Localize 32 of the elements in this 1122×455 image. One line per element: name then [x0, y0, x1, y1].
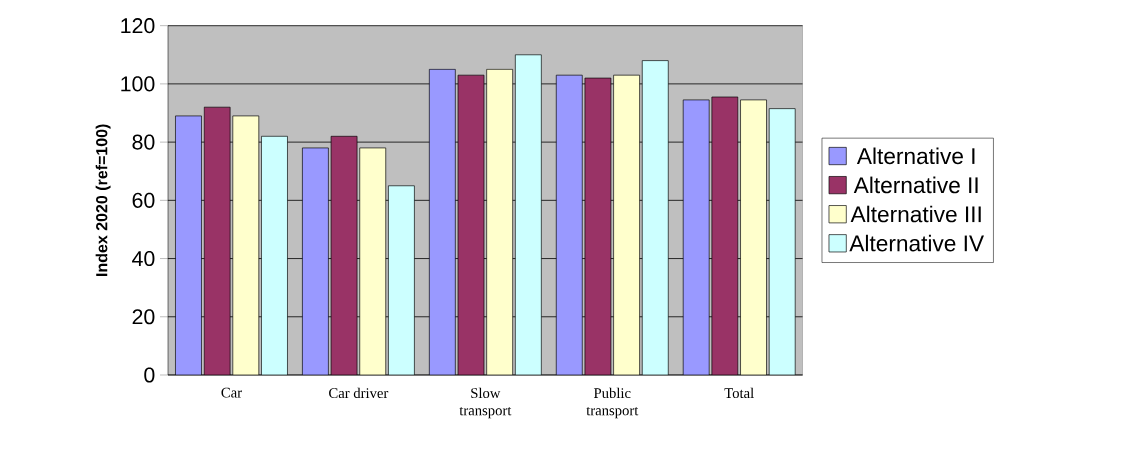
bar — [740, 99, 767, 375]
bar — [175, 115, 202, 375]
y-tick-label: 120 — [121, 18, 155, 34]
x-tick-label: Total — [724, 387, 754, 399]
legend-label: Alternative IV — [849, 234, 984, 252]
y-tick-label: 60 — [132, 192, 155, 208]
y-tick-label: 0 — [144, 367, 155, 383]
y-tick-label: 80 — [132, 134, 155, 150]
bar — [232, 115, 259, 375]
bar — [429, 69, 456, 375]
bar — [331, 136, 358, 375]
y-tick-label: 20 — [132, 309, 155, 325]
bar — [556, 75, 583, 375]
x-tick-label: Slow transport — [459, 387, 512, 419]
y-tick-label: 40 — [132, 251, 155, 267]
bar — [584, 78, 611, 375]
x-tick-label: Car driver — [329, 387, 389, 399]
legend-label: Alternative III — [850, 205, 981, 223]
bar — [711, 96, 739, 375]
bar — [613, 75, 640, 375]
bar — [682, 99, 710, 375]
y-axis-title: Index 2020 (ref=100) — [95, 124, 111, 276]
legend-label: Alternative II — [853, 176, 978, 194]
y-tick-label: 100 — [121, 76, 155, 92]
bar — [302, 147, 329, 375]
x-tick-label: Car — [221, 387, 242, 398]
bar — [486, 69, 513, 375]
bar — [204, 107, 231, 375]
bar — [359, 147, 386, 375]
legend-label: Alternative I — [856, 147, 975, 165]
bar — [458, 75, 484, 375]
x-tick-label: Public transport — [586, 387, 639, 419]
